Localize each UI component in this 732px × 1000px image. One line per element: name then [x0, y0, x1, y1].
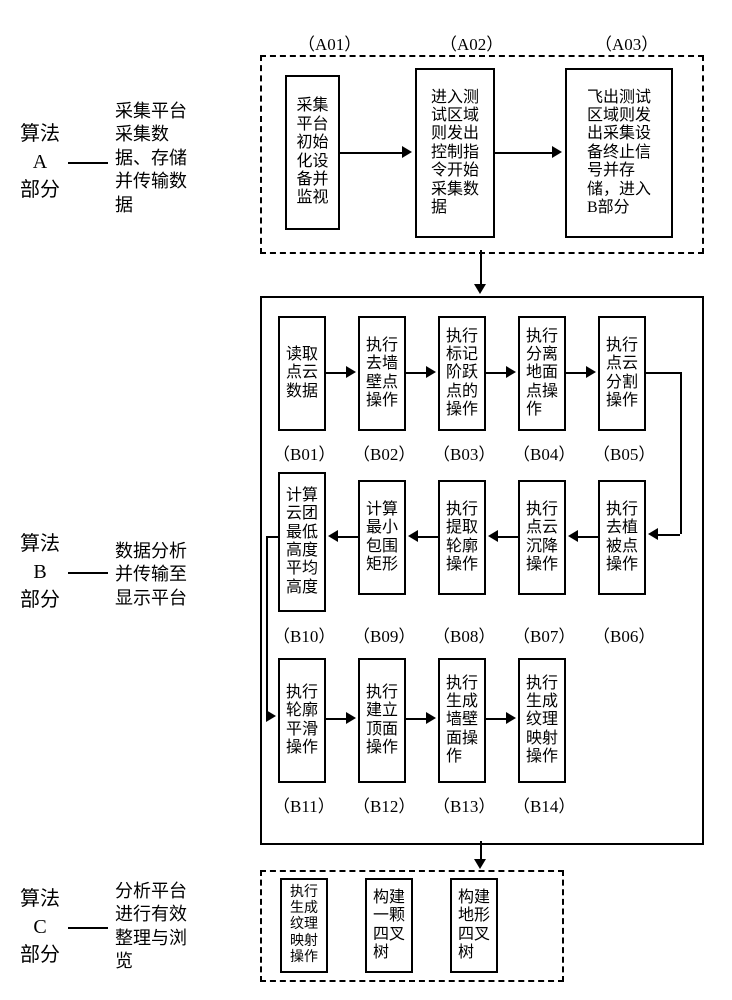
node-c02: 构建 一颗 四叉 树 [365, 878, 413, 973]
node-b03: 执行 标记 阶跃 点的 操作 [438, 316, 486, 431]
code-b06: （B06） [593, 622, 655, 647]
node-b02: 执行 去墙 壁点 操作 [358, 316, 406, 431]
code-b10: （B10） [273, 622, 335, 647]
node-b01: 读取 点云 数据 [278, 316, 326, 431]
section-b-desc: 数据分析 并传输至 显示平台 [115, 540, 187, 610]
node-a03: 飞出测试 区域则发 出采集设 备终止信 号并存 储，进入 B部分 [565, 68, 673, 238]
section-a-desc: 采集平台 采集数 据、存储 并传输数 据 [115, 100, 187, 217]
node-b06: 执行 去植 被点 操作 [598, 480, 646, 595]
code-b04: （B04） [513, 440, 575, 465]
arrow [495, 152, 552, 154]
code-b03: （B03） [433, 440, 495, 465]
node-b14: 执行 生成 纹理 映射 操作 [518, 658, 566, 783]
node-b04: 执行 分离 地面 点操 作 [518, 316, 566, 431]
code-a02: （A02） [440, 30, 503, 55]
code-b09: （B09） [353, 622, 415, 647]
node-b13: 执行 生成 墙壁 面操 作 [438, 658, 486, 783]
code-b11: （B11） [273, 792, 335, 817]
node-a01: 采集 平台 初始 化设 备并 监视 [285, 75, 340, 230]
code-b13: （B13） [433, 792, 495, 817]
node-b12: 执行 建立 顶面 操作 [358, 658, 406, 783]
code-b07: （B07） [513, 622, 575, 647]
arrowhead [474, 859, 486, 869]
node-b07: 执行 点云 沉降 操作 [518, 480, 566, 595]
code-b08: （B08） [433, 622, 495, 647]
node-b08: 执行 提取 轮廓 操作 [438, 480, 486, 595]
node-a02: 进入测 试区域 则发出 控制指 令开始 采集数 据 [415, 68, 495, 238]
arrow [340, 152, 402, 154]
section-b-label: 算法 B 部分 [20, 530, 60, 614]
arrowhead [402, 146, 412, 158]
section-a-label: 算法 A 部分 [20, 120, 60, 204]
code-a03: （A03） [595, 30, 658, 55]
arrow [480, 250, 482, 286]
node-b09: 计算 最小 包围 矩形 [358, 480, 406, 595]
node-c01: 执行 生成 纹理 映射 操作 [280, 878, 328, 973]
section-c-desc: 分析平台 进行有效 整理与浏 览 [115, 880, 187, 974]
node-b10: 计算 云团 最低 高度 平均 高度 [278, 472, 326, 612]
code-b02: （B02） [353, 440, 415, 465]
arrow [480, 841, 482, 861]
arrowhead [474, 284, 486, 294]
connector-line [68, 927, 108, 929]
code-a01: （A01） [298, 30, 361, 55]
section-c-label: 算法 C 部分 [20, 885, 60, 969]
code-b05: （B05） [593, 440, 655, 465]
connector-line [68, 162, 108, 164]
node-c03: 构建 地形 四叉 树 [450, 878, 498, 973]
connector-line [68, 572, 108, 574]
code-b14: （B14） [513, 792, 575, 817]
arrowhead [552, 146, 562, 158]
diagram-root: 算法 A 部分 采集平台 采集数 据、存储 并传输数 据 （A01） （A02）… [20, 20, 712, 980]
node-b11: 执行 轮廓 平滑 操作 [278, 658, 326, 783]
node-b05: 执行 点云 分割 操作 [598, 316, 646, 431]
code-b01: （B01） [273, 440, 335, 465]
code-b12: （B12） [353, 792, 415, 817]
